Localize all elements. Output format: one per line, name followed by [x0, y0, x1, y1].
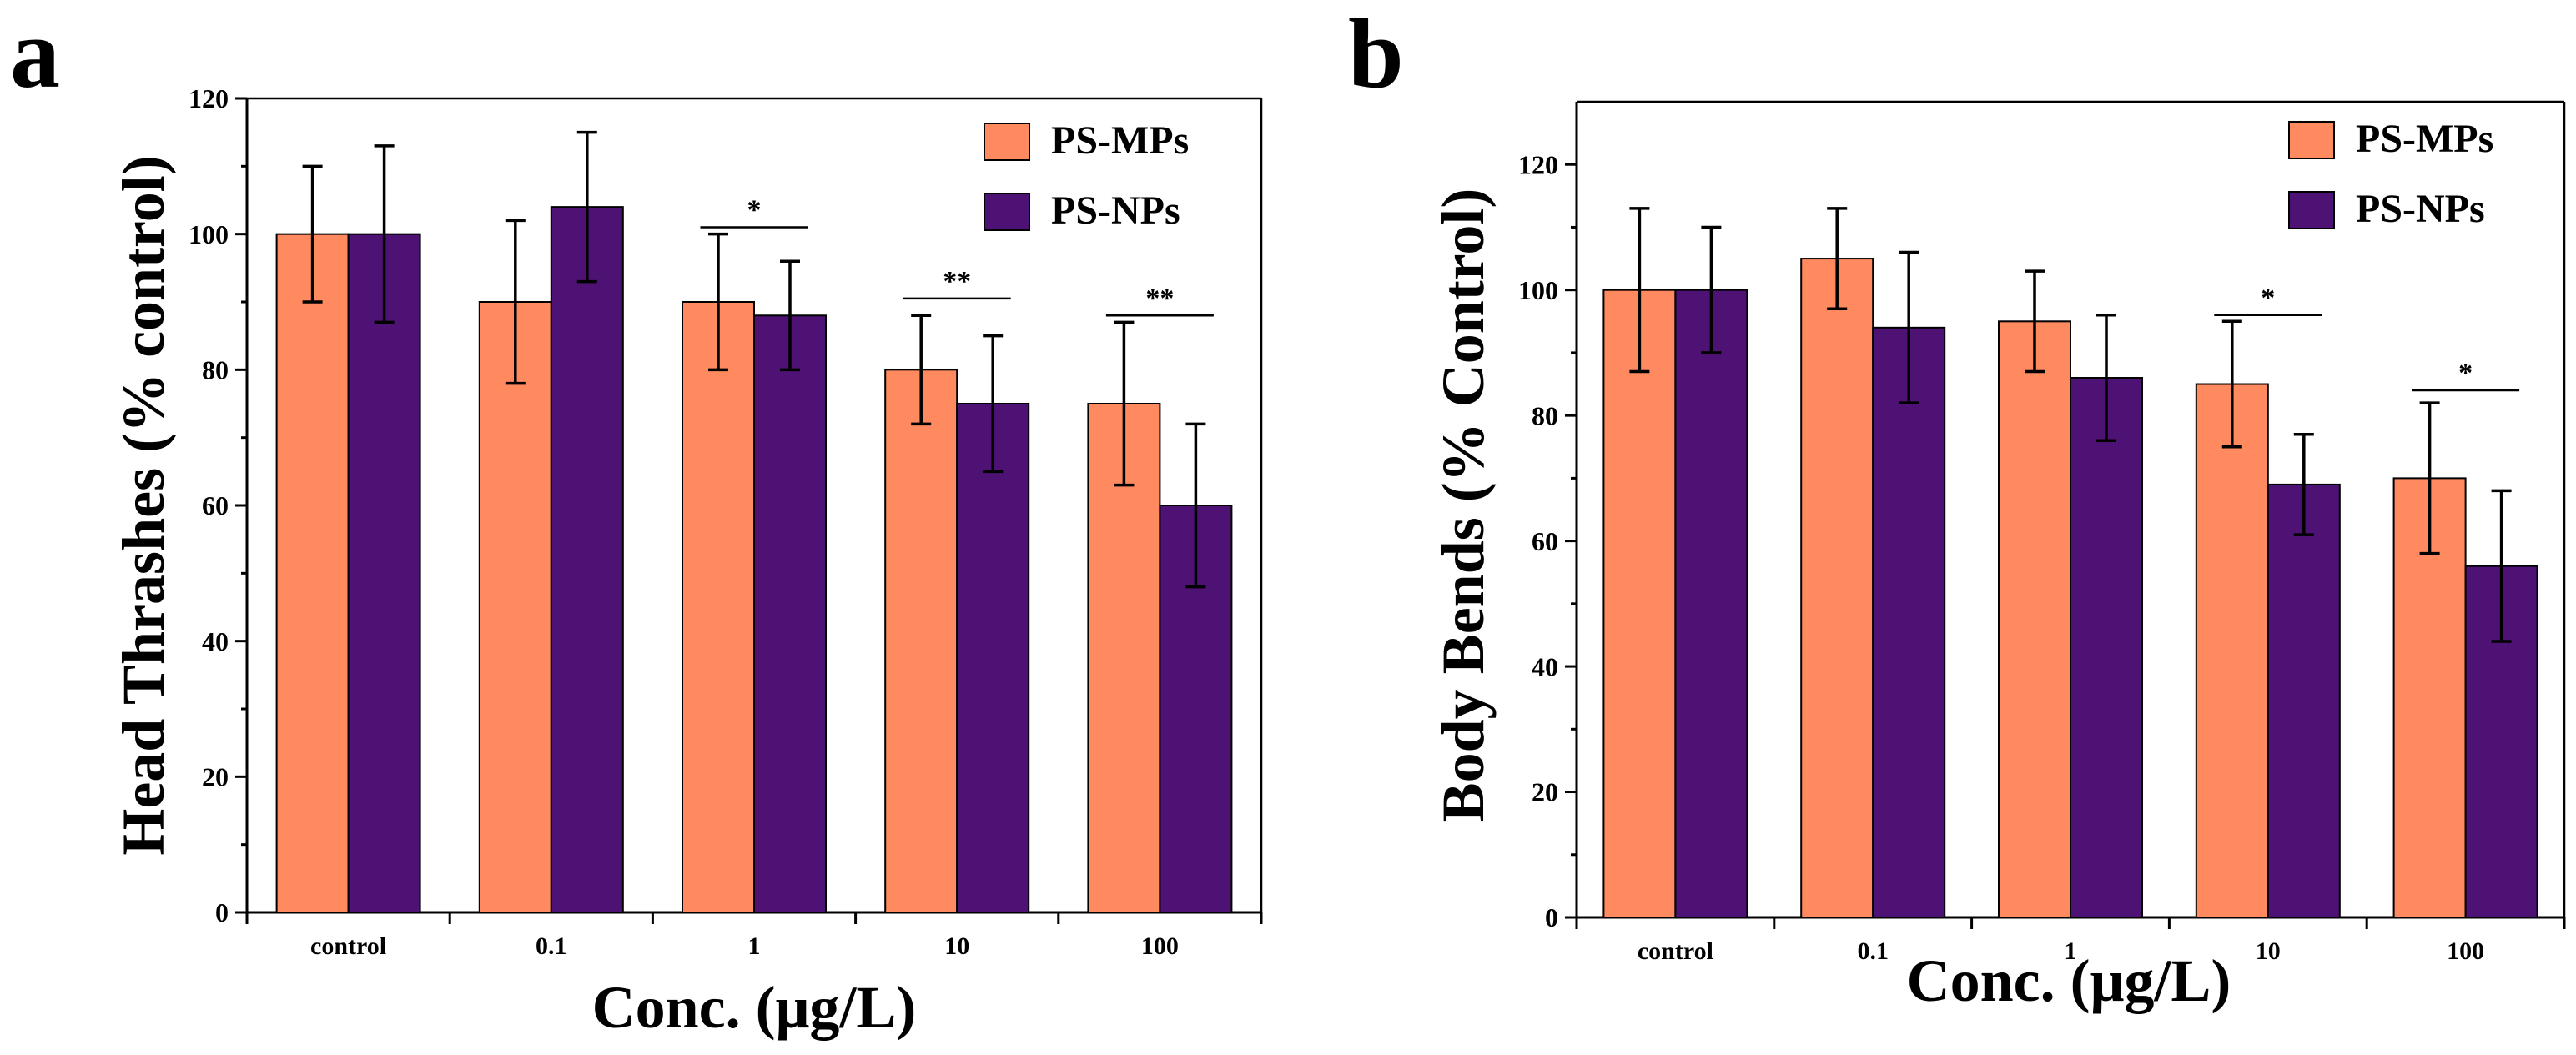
bar-ps-nps-0.1	[1872, 326, 1946, 919]
y-axis-title: Body Bends (% Control)	[1430, 188, 1497, 823]
legend: PS-MPs PS-NPs	[2288, 117, 2493, 231]
bar-ps-mps-0.1	[1800, 258, 1874, 919]
legend-swatch-ps-nps	[2288, 191, 2335, 229]
bar-ps-mps-10	[2195, 383, 2269, 918]
y-tick-label: 0	[1545, 902, 1558, 932]
x-tick-label: control	[1638, 937, 1713, 965]
legend-swatch-ps-mps	[984, 123, 1030, 161]
y-tick-label: 100	[189, 219, 229, 249]
significance-label: *	[2261, 283, 2275, 314]
bar-ps-mps-0.1	[478, 301, 552, 913]
significance-label: **	[943, 266, 971, 297]
y-tick-label: 120	[189, 83, 229, 113]
legend: PS-MPs PS-NPs	[984, 118, 1189, 233]
y-axis-title: Head Thrashes (% control)	[110, 155, 177, 855]
y-tick-label: 120	[1518, 149, 1558, 179]
bar-ps-nps-1	[753, 314, 827, 913]
significance-label: *	[2458, 358, 2473, 389]
x-axis-title: Conc. (μg/L)	[1907, 947, 2231, 1014]
x-tick-label: 0.1	[1857, 937, 1889, 965]
x-tick-label: 0.1	[536, 932, 567, 960]
significance-label: *	[747, 195, 762, 226]
y-tick-label: 40	[202, 626, 229, 656]
bar-ps-mps-1	[682, 301, 755, 913]
panel-label: b	[1348, 0, 1404, 108]
x-tick-label: 100	[1141, 932, 1179, 960]
y-tick-label: 0	[215, 897, 229, 927]
x-tick-label: 10	[944, 932, 969, 960]
x-tick-label: 100	[2447, 937, 2484, 965]
x-tick-label: 1	[748, 932, 761, 960]
bar-ps-nps-control	[1674, 289, 1748, 918]
y-tick-label: 20	[202, 762, 229, 792]
chart-panel-b: b 0 20 40 60 80 100 120 control 0.1 1 10 100 * * Conc. …	[1348, 0, 2566, 1014]
legend-swatch-ps-mps	[2288, 121, 2335, 159]
legend-label: PS-NPs	[1051, 188, 1180, 233]
bar-ps-mps-1	[1998, 320, 2071, 918]
x-tick-label: 1	[2065, 937, 2077, 965]
legend-label: PS-MPs	[1051, 118, 1189, 163]
x-axis-title: Conc. (μg/L)	[592, 974, 917, 1041]
y-tick-label: 60	[202, 490, 229, 520]
y-tick-label: 60	[1532, 526, 1558, 556]
bar-ps-mps-control	[275, 233, 350, 913]
x-tick-label: control	[310, 932, 386, 960]
x-tick-label: 10	[2256, 937, 2281, 965]
panel-label: a	[10, 0, 60, 108]
bar-ps-mps-control	[1602, 289, 1677, 918]
bar-ps-nps-0.1	[550, 206, 624, 913]
y-tick-label: 80	[202, 355, 229, 385]
bar-ps-nps-10	[2267, 483, 2341, 918]
y-tick-label: 100	[1518, 275, 1558, 305]
y-tick-label: 40	[1532, 651, 1558, 681]
bar-ps-mps-10	[884, 369, 958, 914]
significance-label: **	[1145, 283, 1174, 314]
y-tick-label: 20	[1532, 777, 1558, 807]
bar-ps-nps-control	[347, 233, 421, 913]
legend-label: PS-NPs	[2356, 187, 2485, 231]
legend-label: PS-MPs	[2356, 117, 2493, 161]
bar-ps-nps-10	[956, 403, 1030, 913]
y-tick-label: 80	[1532, 400, 1558, 430]
legend-swatch-ps-nps	[984, 193, 1030, 231]
bar-ps-nps-1	[2070, 377, 2143, 918]
